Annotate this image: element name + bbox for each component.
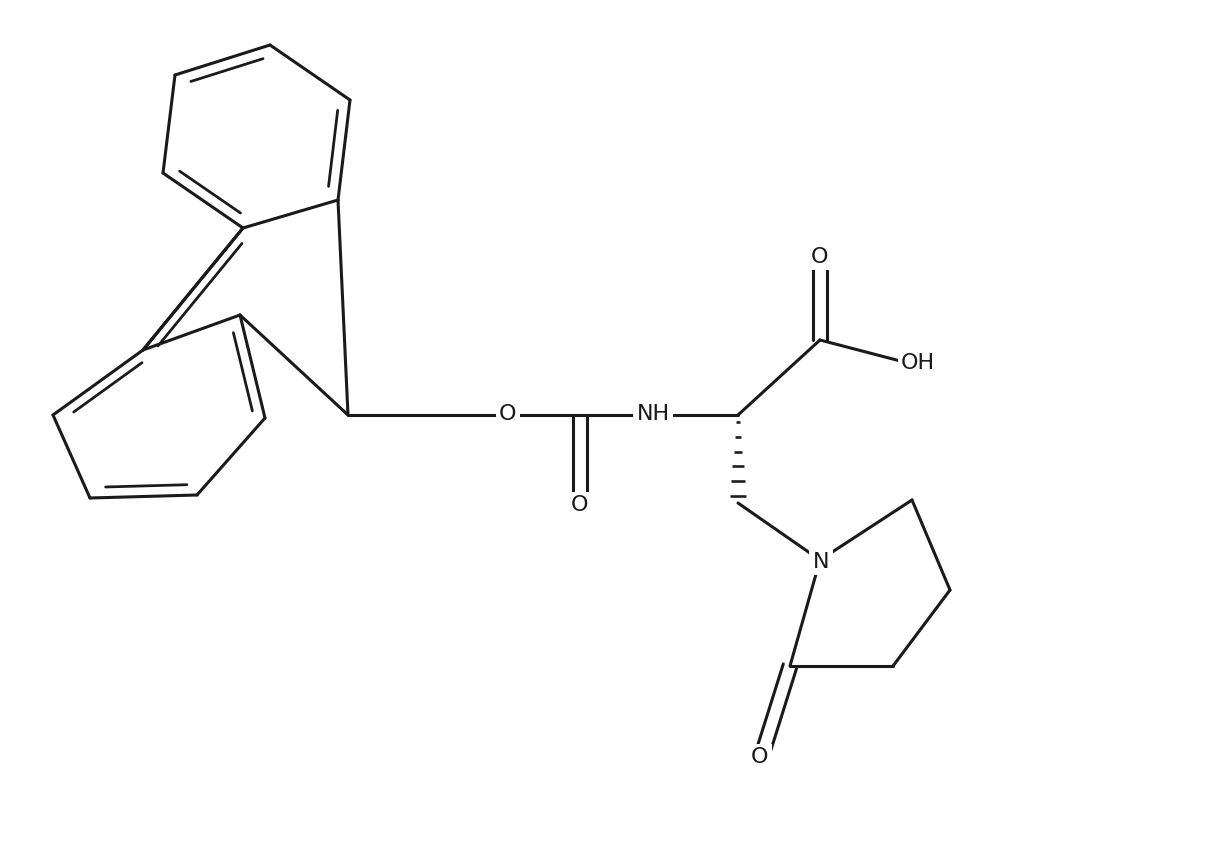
Text: O: O: [752, 747, 769, 767]
Text: OH: OH: [901, 353, 935, 373]
Text: O: O: [571, 495, 588, 515]
Text: NH: NH: [636, 404, 669, 424]
Text: O: O: [812, 247, 829, 267]
Text: O: O: [500, 404, 517, 424]
Text: N: N: [813, 552, 829, 572]
